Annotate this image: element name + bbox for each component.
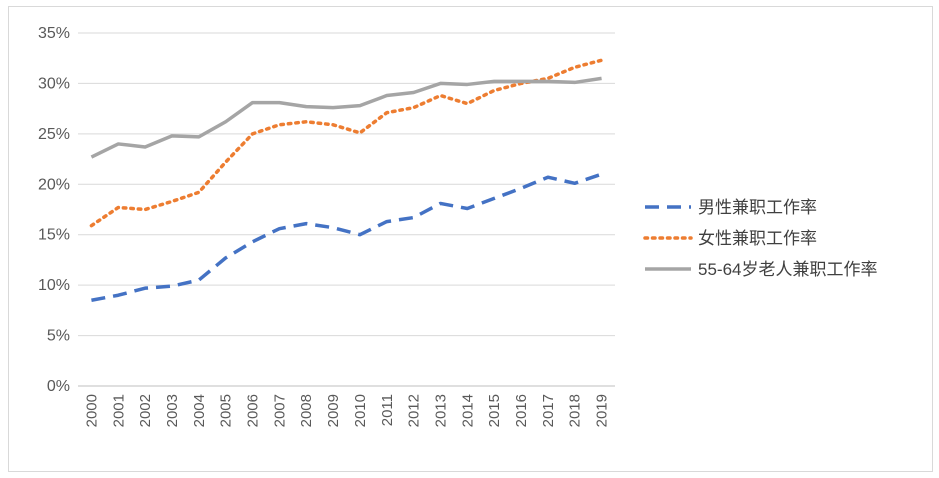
y-tick-label: 35% <box>38 25 70 42</box>
x-tick-label: 2011 <box>379 394 396 426</box>
x-tick-label: 2006 <box>245 394 262 427</box>
y-tick-label: 5% <box>47 328 70 345</box>
x-tick-label: 2010 <box>352 394 369 427</box>
x-tick-label: 2002 <box>137 394 154 427</box>
x-tick-label: 2005 <box>218 394 235 427</box>
x-tick-label: 2013 <box>432 394 449 427</box>
y-tick-label: 10% <box>38 277 70 294</box>
gridlines <box>78 32 615 387</box>
x-tick-label: 2008 <box>298 394 315 427</box>
x-tick-label: 2000 <box>83 394 100 427</box>
x-tick-label: 2015 <box>486 394 503 427</box>
y-tick-label: 30% <box>38 75 70 92</box>
y-tick-label: 0% <box>47 378 70 395</box>
x-axis-ticks: 2000 2001 2002 2003 2004 2005 2006 2007 2008 2009… <box>83 394 610 427</box>
x-tick-label: 2019 <box>594 394 611 427</box>
series-line-3 <box>90 76 602 159</box>
x-tick-label: 2003 <box>164 394 181 427</box>
x-tick-label: 2016 <box>513 394 530 427</box>
series-line-2 <box>89 58 604 228</box>
legend-label-2: 女性兼职工作率 <box>698 229 817 248</box>
x-tick-label: 2014 <box>459 394 476 427</box>
x-tick-label: 2012 <box>406 394 423 427</box>
y-axis-ticks: 0% 5% 10% 15% 20% 25% 30% 35% <box>38 25 70 395</box>
x-tick-label: 2007 <box>271 394 288 427</box>
legend-label-3: 55-64岁老人兼职工作率 <box>698 260 877 279</box>
x-tick-label: 2001 <box>110 394 127 427</box>
y-tick-label: 25% <box>38 126 70 143</box>
chart-frame <box>8 6 933 472</box>
series-lines <box>89 58 604 302</box>
series-line-1 <box>91 172 603 302</box>
x-tick-label: 2017 <box>540 394 557 427</box>
x-tick-label: 2004 <box>191 394 208 427</box>
x-tick-label: 2018 <box>567 394 584 427</box>
y-tick-label: 20% <box>38 176 70 193</box>
y-tick-label: 15% <box>38 227 70 244</box>
legend-label-1: 男性兼职工作率 <box>698 198 817 217</box>
x-tick-label: 2009 <box>325 394 342 427</box>
